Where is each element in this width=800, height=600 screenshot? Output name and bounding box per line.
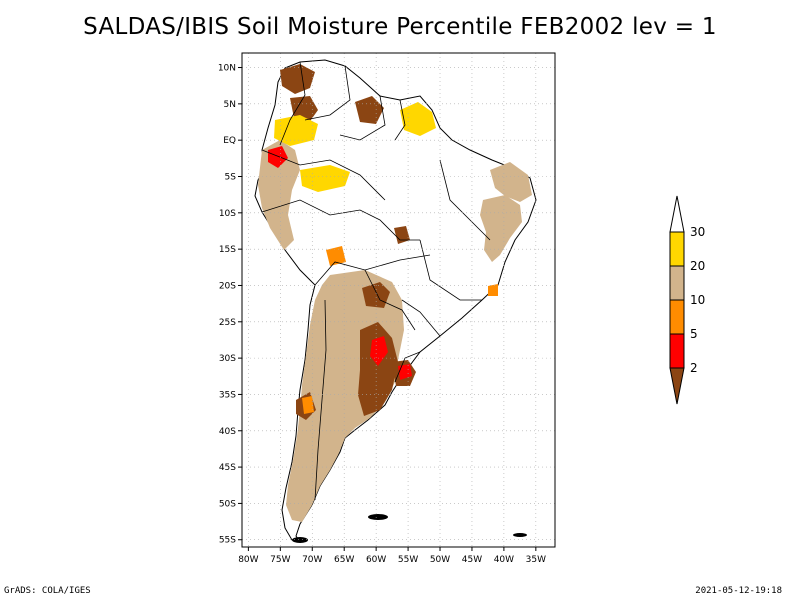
colorbar-level-label: 5 bbox=[690, 327, 698, 341]
lat-tick-label: 35S bbox=[219, 390, 236, 400]
lat-tick-label: 20S bbox=[219, 281, 236, 291]
colorbar-top-triangle bbox=[669, 195, 685, 233]
colorbar-level-label: 30 bbox=[690, 225, 705, 239]
islands bbox=[292, 514, 527, 543]
region-east-brazil bbox=[480, 195, 522, 262]
lat-tick-label: 55S bbox=[219, 536, 236, 546]
lon-tick-label: 80W bbox=[238, 555, 258, 565]
colorbar: 30 20 10 5 2 bbox=[669, 195, 705, 405]
lon-tick-label: 75W bbox=[270, 555, 290, 565]
latitude-axis: 10N 5N EQ 5S 10S 15S 20S 25S 30S 35S 40S 45S 50S 55S bbox=[218, 64, 242, 546]
lat-tick-label: EQ bbox=[223, 136, 236, 146]
region-venezuela-dry bbox=[280, 64, 315, 94]
colorbar-box bbox=[669, 265, 685, 301]
lon-tick-label: 55W bbox=[398, 555, 418, 565]
lat-tick-label: 45S bbox=[219, 463, 236, 473]
region-andes-orange bbox=[326, 246, 346, 266]
lon-tick-label: 50W bbox=[430, 555, 450, 565]
region-argentina-red bbox=[370, 336, 388, 366]
region-guiana-wet bbox=[400, 102, 436, 136]
region-uruguay-red bbox=[398, 364, 412, 380]
region-pampas-dry bbox=[358, 322, 398, 416]
lon-tick-label: 35W bbox=[526, 555, 546, 565]
region-central-dry bbox=[394, 226, 410, 244]
region-chile-orange bbox=[302, 396, 314, 414]
gridlines bbox=[242, 53, 555, 547]
lat-tick-label: 10N bbox=[218, 64, 236, 74]
region-northeast-brazil bbox=[490, 162, 532, 202]
lon-tick-label: 70W bbox=[302, 555, 322, 565]
lat-tick-label: 5N bbox=[224, 100, 236, 110]
colorbar-box bbox=[669, 299, 685, 335]
region-andes-north bbox=[258, 140, 300, 250]
region-peru-red bbox=[268, 146, 288, 168]
country-borders bbox=[261, 61, 491, 501]
region-brazil-orange bbox=[488, 284, 498, 296]
region-guiana-dry bbox=[355, 96, 384, 124]
region-northwest-wet bbox=[274, 115, 318, 146]
footer-timestamp: 2021-05-12-19:18 bbox=[695, 586, 782, 596]
colorbar-level-label: 10 bbox=[690, 293, 705, 307]
footer-credit: GrADS: COLA/IGES bbox=[4, 586, 91, 596]
lat-tick-label: 50S bbox=[219, 499, 236, 509]
lat-tick-label: 5S bbox=[225, 173, 237, 183]
colorbar-level-label: 2 bbox=[690, 361, 698, 375]
percentile-overlay bbox=[258, 64, 532, 522]
map-frame bbox=[241, 52, 556, 548]
lat-tick-label: 10S bbox=[219, 209, 236, 219]
map-title: SALDAS/IBIS Soil Moisture Percentile FEB… bbox=[83, 14, 717, 40]
lon-tick-label: 40W bbox=[494, 555, 514, 565]
lon-tick-label: 60W bbox=[366, 555, 386, 565]
lat-tick-label: 30S bbox=[219, 354, 236, 364]
lon-tick-label: 45W bbox=[462, 555, 482, 565]
colorbar-box bbox=[669, 333, 685, 369]
colorbar-box bbox=[669, 231, 685, 267]
lon-tick-label: 65W bbox=[334, 555, 354, 565]
colorbar-bottom-triangle bbox=[669, 367, 685, 405]
lat-tick-label: 25S bbox=[219, 318, 236, 328]
lat-tick-label: 40S bbox=[219, 427, 236, 437]
longitude-axis: 80W 75W 70W 65W 60W 55W 50W 45W 40W 35W bbox=[238, 547, 546, 565]
colorbar-level-label: 20 bbox=[690, 259, 705, 273]
lat-tick-label: 15S bbox=[219, 245, 236, 255]
